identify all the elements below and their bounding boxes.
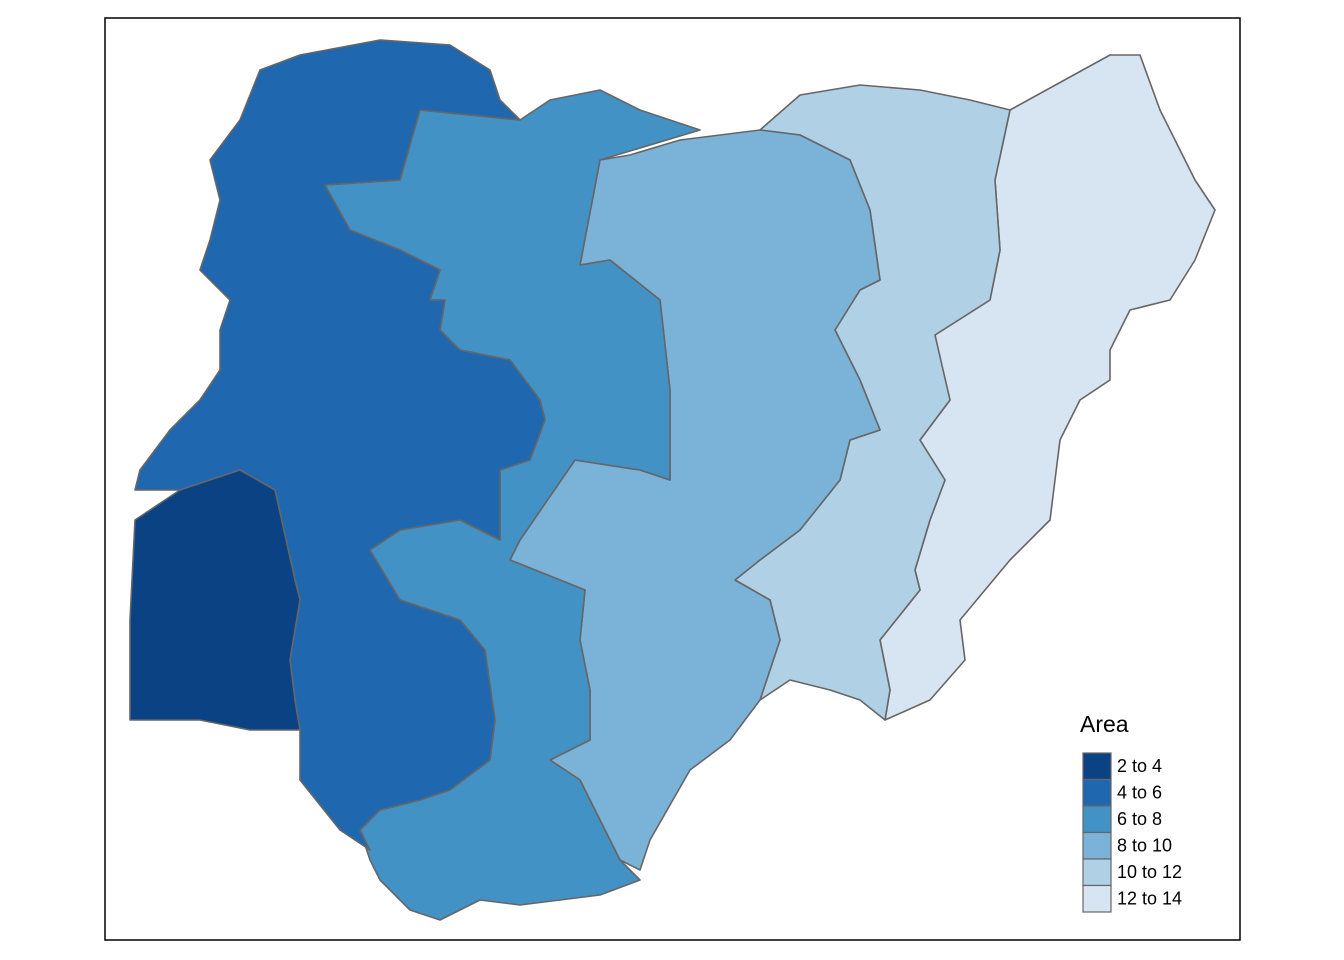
legend-label: 8 to 10 [1117,835,1172,855]
legend-swatch [1082,805,1112,834]
legend-swatch [1082,831,1112,860]
legend-swatch [1082,778,1112,807]
region [129,469,301,731]
legend-swatch [1082,858,1112,887]
legend-swatch [1082,884,1112,913]
legend-label: 2 to 4 [1117,756,1162,776]
legend-title: Area [1080,711,1129,737]
legend-label: 6 to 8 [1117,809,1162,829]
legend-label: 4 to 6 [1117,782,1162,802]
legend-label: 10 to 12 [1117,862,1182,882]
region [134,39,546,851]
legend-swatch [1082,752,1112,781]
legend-label: 12 to 14 [1117,888,1182,908]
regions [129,39,1216,921]
legend: 2 to 4 4 to 6 6 to 8 8 to 10 10 to 12 12 to 1… [1082,752,1182,913]
